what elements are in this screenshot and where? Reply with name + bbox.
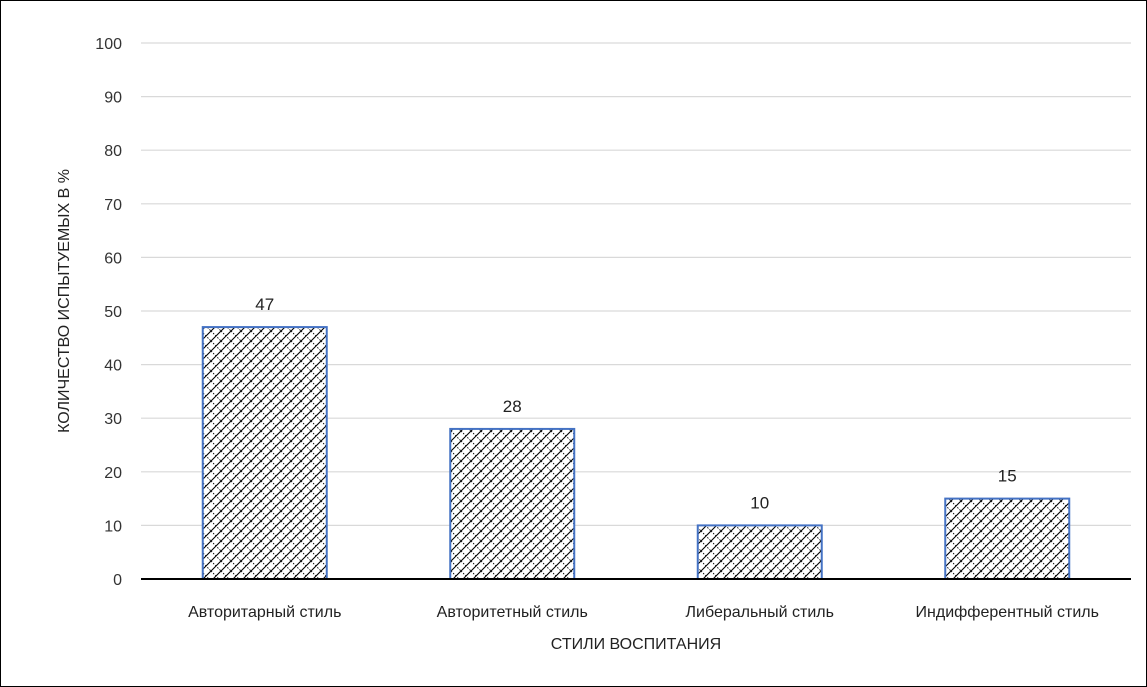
data-labels: 47 28 10 15 [255, 295, 1016, 512]
bar-4 [944, 497, 1071, 581]
y-tick-label-80: 80 [104, 143, 122, 160]
y-axis-title: КОЛИЧЕСТВО ИСПЫТУЕМЫХ В % [56, 169, 73, 433]
y-tick-label-90: 90 [104, 90, 122, 107]
category-label-4: Индифферентный стиль [916, 604, 1099, 621]
y-tick-label-10: 10 [104, 518, 122, 535]
data-label-3: 10 [750, 493, 769, 512]
y-tick-label-20: 20 [104, 465, 122, 482]
x-axis-title: СТИЛИ ВОСПИТАНИЯ [551, 636, 721, 653]
y-tick-label-100: 100 [95, 36, 122, 53]
category-label-2: Авторитетный стиль [437, 604, 588, 621]
y-tick-label-40: 40 [104, 358, 122, 375]
y-tick-label-70: 70 [104, 197, 122, 214]
y-tick-label-50: 50 [104, 304, 122, 321]
y-tick-label-30: 30 [104, 411, 122, 428]
y-axis-tick-labels: 0 10 20 30 40 50 60 70 80 90 100 [95, 36, 122, 589]
x-axis-category-labels: Авторитарный стиль Авторитетный стиль Либе… [188, 604, 1099, 621]
bar-2 [449, 427, 576, 581]
data-label-4: 15 [998, 467, 1017, 486]
data-label-2: 28 [503, 397, 522, 416]
data-label-1: 47 [255, 295, 274, 314]
y-tick-label-60: 60 [104, 250, 122, 267]
bar-3 [696, 524, 823, 581]
category-label-3: Либеральный стиль [686, 604, 834, 621]
category-label-1: Авторитарный стиль [188, 604, 341, 621]
y-tick-label-0: 0 [113, 572, 122, 589]
bar-1 [201, 326, 328, 580]
